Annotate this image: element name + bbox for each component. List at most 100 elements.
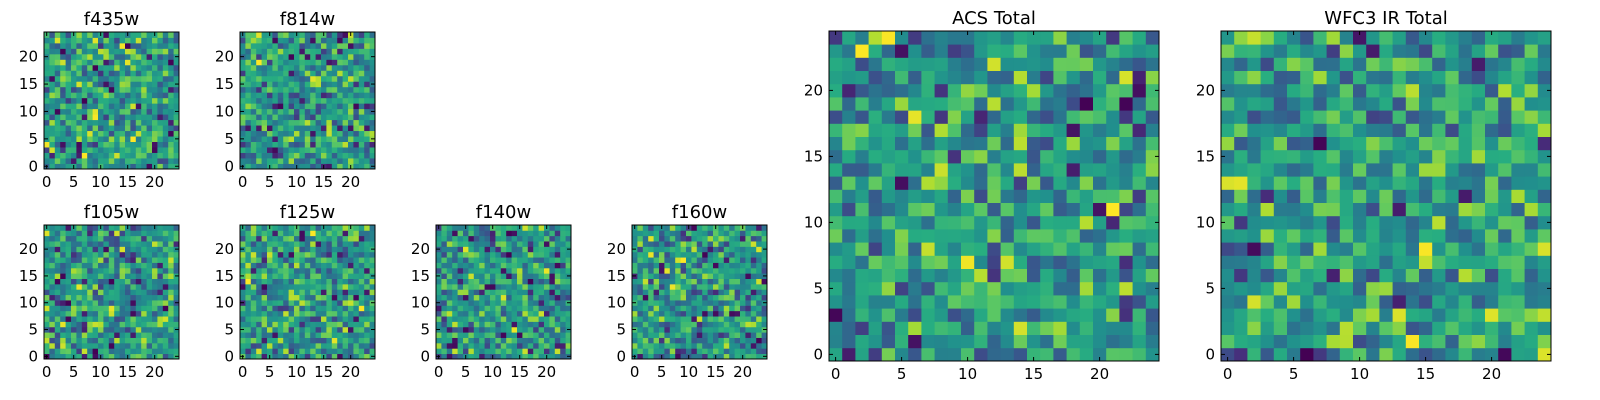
heatmap-cell [81,273,88,279]
heatmap-cell [76,108,83,115]
heatmap-cell [1013,255,1028,269]
heatmap-cell [734,342,741,349]
heatmap-cell [527,262,534,269]
heatmap-cell [745,246,752,253]
heatmap-cell [987,215,1001,230]
heatmap-cell [71,64,77,71]
heatmap-cell [114,163,120,170]
heatmap-cell [369,283,376,290]
heatmap-cell [245,246,252,253]
heatmap-cell [342,158,349,164]
heatmap-cell [1405,202,1420,217]
heatmap-cell [119,136,126,142]
heatmap-cell [713,273,719,279]
heatmap-cell [71,294,77,301]
axes-frame [435,224,572,360]
heatmap-cell [114,353,120,360]
heatmap-cell [495,342,502,349]
heatmap-cell [288,108,295,115]
heatmap-cell [517,300,523,306]
heatmap-cell [283,348,289,355]
heatmap-cell [1458,229,1473,243]
heatmap-cell [713,278,719,285]
heatmap-cell [256,321,262,328]
heatmap-cell [495,235,502,242]
heatmap-cell [135,225,142,231]
heatmap-cell [1300,281,1314,296]
heatmap-cell [103,348,110,355]
axes-frame [828,30,1160,362]
heatmap-cell [92,147,99,153]
heatmap-cell [98,348,104,355]
heatmap-cell [277,81,284,88]
heatmap-cell [49,326,56,333]
heatmap-cell [103,59,110,66]
heatmap-cell [522,310,529,317]
heatmap-cell [267,59,273,66]
heatmap-cell [98,136,104,142]
heatmap-cell [60,326,66,333]
heatmap-cell [517,273,523,279]
heatmap-cell [642,235,649,242]
heatmap-cell [490,316,496,322]
heatmap-cell [294,230,300,237]
heatmap-cell [637,278,644,285]
heatmap-cell [146,257,153,263]
heatmap-cell [761,289,768,296]
heatmap-cell [108,230,115,237]
heatmap-cell [987,308,1001,322]
x-tick-label: 20 [537,363,556,381]
heatmap-cell [337,64,343,71]
heatmap-cell [560,300,566,306]
heatmap-cell [734,251,741,258]
heatmap-cell [299,86,306,93]
heatmap-cell [168,225,174,231]
heatmap-cell [702,225,708,231]
heatmap-cell [60,337,66,344]
heatmap-cell [1066,321,1081,335]
heatmap-cell [304,316,311,322]
heatmap-cell [256,241,262,247]
heatmap-cell [908,97,922,111]
heatmap-cell [162,342,169,349]
y-tick-label: 10 [411,294,430,312]
heatmap-cell [337,32,343,38]
heatmap-cell [1066,347,1081,362]
heatmap-cell [686,230,692,237]
heatmap-cell [60,353,66,360]
heatmap-cell [1287,334,1301,349]
heatmap-cell [87,337,93,344]
heatmap-cell [517,316,523,322]
heatmap-cell [310,136,316,142]
heatmap-cell [452,353,458,360]
heatmap-cell [261,294,268,301]
heatmap-cell [81,283,88,290]
x-tick-label: 5 [461,363,471,381]
heatmap-cell [315,337,322,344]
heatmap-cell [277,64,284,71]
heatmap-cell [283,136,289,142]
heatmap-cell [1432,163,1446,177]
heatmap-cell [1300,176,1314,190]
heatmap-cell [691,267,698,274]
heatmap-cell [119,158,126,164]
heatmap-cell [108,37,115,44]
heatmap-cell [168,42,174,49]
heatmap-cell [364,230,370,237]
heatmap-cell [267,147,273,153]
heatmap-cell [1093,202,1107,217]
heatmap-cell [675,289,681,296]
heatmap-cell [310,103,316,110]
heatmap-cell [1511,268,1525,283]
heatmap-cell [974,70,988,85]
heatmap-cell [1106,176,1120,190]
heatmap-cell [895,215,909,230]
heatmap-cell [358,108,365,115]
heatmap-cell [1000,268,1015,283]
heatmap-cell [538,337,545,344]
heatmap-cell [125,119,131,126]
heatmap-cell [125,294,131,301]
heatmap-cell [484,257,491,263]
heatmap-cell [310,305,316,312]
